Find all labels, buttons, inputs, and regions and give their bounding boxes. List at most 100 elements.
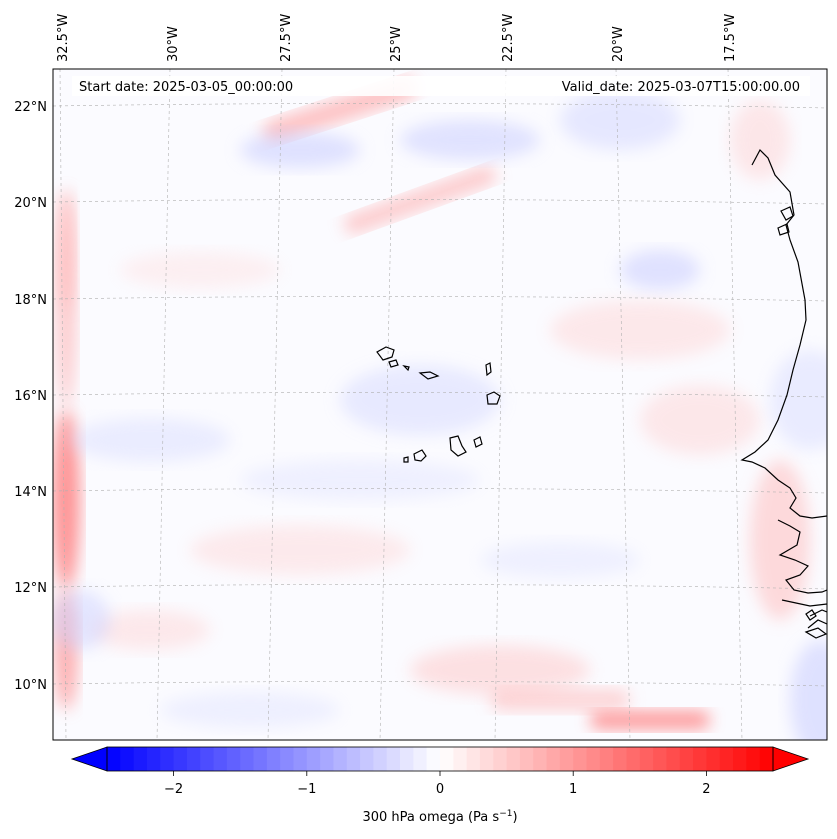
colorbar-cell (240, 747, 255, 771)
omega-patch (770, 350, 827, 450)
colorbar-cell (306, 747, 321, 771)
omega-patch (550, 300, 730, 360)
colorbar-cell (573, 747, 588, 771)
lon-label: 30°W (166, 26, 181, 62)
island-outline (473, 436, 483, 448)
omega-patch (640, 385, 760, 455)
colorbar-cell (360, 747, 374, 771)
colorbar-cell (293, 747, 308, 771)
colorbar-cell (733, 747, 747, 771)
start-date-label: Start date: 2025-03-05_00:00:00 (79, 80, 293, 95)
meridian-line (267, 69, 283, 740)
colorbar-cell (160, 747, 175, 771)
omega-patch (750, 460, 810, 620)
map-border (52, 68, 828, 741)
coastline-path (804, 627, 827, 639)
island-outline (418, 371, 440, 380)
colorbar-cell (466, 747, 481, 771)
omega-patch (240, 132, 360, 168)
meridian-line (494, 69, 507, 740)
colorbar-cell (120, 747, 135, 771)
latitude-labels: 22°N 20°N 18°N 16°N 14°N 12°N 10°N (14, 100, 47, 693)
coastline-path (777, 519, 827, 594)
colorbar-cell (479, 747, 494, 771)
colorbar-cell (599, 747, 614, 771)
colorbar-tick-label: 1 (569, 782, 577, 797)
island-outline (780, 206, 794, 221)
colorbar-cell (373, 747, 388, 771)
colorbar-cell (746, 747, 761, 771)
colorbar-label: 300 hPa omega (Pa s−1) (362, 809, 517, 825)
colorbar-cell (133, 747, 148, 771)
lon-label: 17.5°W (723, 14, 738, 62)
colorbar-cell (453, 747, 468, 771)
colorbar-cell (333, 747, 348, 771)
omega-patch (90, 610, 210, 650)
colorbar-cell (280, 747, 295, 771)
omega-field (53, 77, 827, 740)
omega-patch (160, 692, 340, 728)
colorbar-tick-label: −2 (164, 782, 183, 797)
colorbar-cell (146, 747, 161, 771)
colorbar-cell (253, 747, 268, 771)
colorbar-cell (226, 747, 241, 771)
island-outline (449, 435, 467, 457)
lon-label: 20°W (611, 26, 626, 62)
colorbar-cell (440, 747, 454, 771)
colorbar-cell (759, 747, 774, 771)
meridian-line (615, 69, 631, 740)
colorbar-cell (626, 747, 641, 771)
colorbar-cell (266, 747, 281, 771)
omega-patch (344, 166, 496, 234)
lat-label: 14°N (14, 485, 47, 500)
omega-patch (790, 640, 827, 740)
coastline-path (740, 149, 827, 519)
colorbar-cell (519, 747, 534, 771)
omega-patch (240, 460, 480, 500)
colorbar-cell (200, 747, 215, 771)
colorbar-cell (107, 747, 121, 771)
parallel-line (53, 488, 827, 494)
lat-label: 18°N (14, 293, 47, 308)
colorbar-cell (653, 747, 668, 771)
colorbar-cell (719, 747, 734, 771)
map-panel (53, 69, 827, 740)
gridlines (53, 69, 827, 740)
parallel-line (53, 681, 827, 687)
island-outline (376, 346, 395, 361)
island-outline (413, 449, 427, 462)
omega-patch (480, 542, 640, 578)
meridian-line (156, 69, 171, 740)
meridian-line (379, 69, 395, 740)
coastline-path (781, 599, 827, 607)
coastlines (376, 149, 827, 639)
omega-patch (340, 365, 500, 435)
lat-label: 12°N (14, 581, 47, 596)
island-outline (388, 359, 399, 368)
colorbar-cell (546, 747, 561, 771)
island-outline (486, 391, 501, 405)
colorbar-cell (559, 747, 574, 771)
colorbar-cell (693, 747, 707, 771)
omega-patch (120, 252, 280, 288)
lon-label: 27.5°W (279, 14, 294, 62)
parallel-line (53, 296, 827, 302)
colorbar-cell (413, 747, 428, 771)
lon-label: 25°W (389, 26, 404, 62)
colorbar-cell (346, 747, 361, 771)
colorbar-cell (613, 747, 628, 771)
island-outline (403, 456, 409, 463)
colorbar-ticks: −2 −1 0 1 2 (164, 771, 711, 797)
omega-patch (53, 410, 80, 590)
colorbar-cell (679, 747, 694, 771)
colorbar-low-extend (70, 746, 108, 772)
island-outline (402, 365, 410, 372)
colorbar-cell (666, 747, 681, 771)
lon-label: 22.5°W (501, 14, 516, 62)
valid-date-label: Valid_date: 2025-03-07T15:00:00.00 (562, 80, 800, 95)
colorbar-cell (213, 747, 228, 771)
header-band (72, 76, 810, 96)
lat-label: 10°N (14, 678, 47, 693)
parallel-line (53, 392, 827, 398)
